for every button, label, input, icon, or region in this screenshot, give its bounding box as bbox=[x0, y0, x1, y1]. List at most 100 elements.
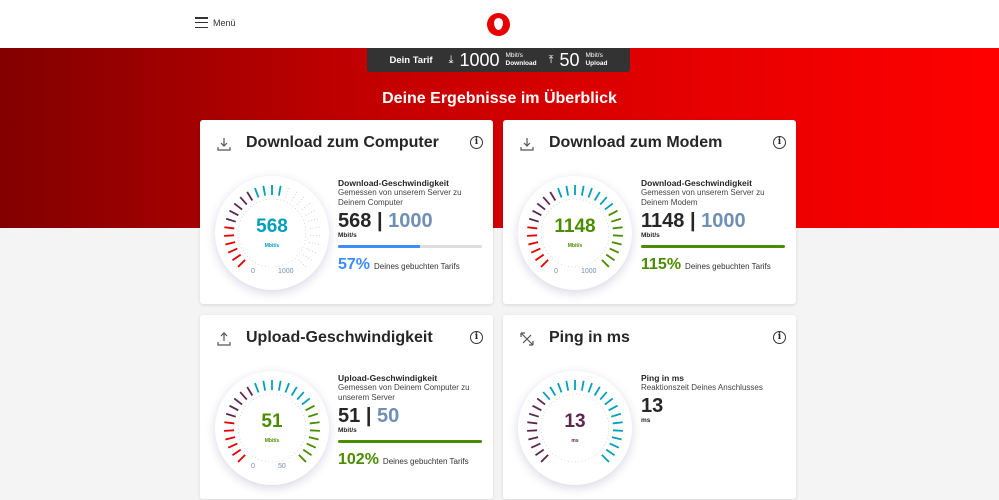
tarif-label: Dein Tarif bbox=[389, 54, 433, 66]
measured-value: 51 bbox=[338, 405, 361, 427]
gauge-tick bbox=[277, 380, 282, 391]
gauge-tick bbox=[290, 386, 298, 396]
gauge-tick bbox=[233, 202, 243, 211]
gauge-ticks bbox=[527, 380, 623, 463]
page-title: Deine Ergebnisse im Überblick bbox=[382, 90, 617, 107]
gauge-tick bbox=[549, 191, 557, 201]
separator: | bbox=[689, 210, 696, 232]
gauge-tick bbox=[225, 241, 236, 246]
upload-icon: ⤒ bbox=[548, 53, 554, 66]
gauge-tick bbox=[224, 226, 235, 230]
gauge-tick bbox=[611, 436, 622, 441]
info-icon[interactable]: i bbox=[773, 136, 786, 149]
ping-arrows-icon bbox=[520, 332, 534, 346]
info-icon[interactable]: i bbox=[470, 331, 483, 344]
card-upload: Upload-Geschwindigkeit i 51 Mbit/s 0 50 Up… bbox=[200, 315, 493, 499]
tarif-upload-value: 50 bbox=[559, 49, 580, 70]
info-icon[interactable]: i bbox=[470, 136, 483, 149]
percent-label: Deines gebuchten Tarifs bbox=[374, 262, 460, 271]
gauge-tick bbox=[292, 192, 297, 201]
gauge-tick bbox=[224, 421, 235, 425]
header: Menü bbox=[0, 0, 999, 48]
metric-description: Gemessen von unserem Server zu Deinem Mo… bbox=[641, 188, 765, 207]
booked-value: 50 bbox=[376, 405, 400, 427]
gauge-tick bbox=[229, 209, 239, 217]
card-title: Upload-Geschwindigkeit bbox=[246, 329, 433, 346]
gauge-tick bbox=[540, 454, 549, 463]
gauge-tick bbox=[611, 217, 622, 223]
gauge-tick bbox=[305, 404, 315, 412]
gauge-tick bbox=[532, 209, 542, 217]
gauge-tick bbox=[246, 386, 254, 396]
metric-heading: Upload-Geschwindigkeit bbox=[338, 373, 438, 383]
gauge-value: 51 bbox=[261, 411, 283, 432]
gauge-tick bbox=[605, 253, 616, 262]
gauge-tick bbox=[309, 429, 320, 432]
gauge-inner-dots bbox=[237, 198, 307, 268]
gauge-tick-empty bbox=[291, 191, 298, 201]
gauge-inner-dots bbox=[237, 393, 307, 463]
value-unit: Mbit/s bbox=[338, 427, 357, 434]
gauge-tick bbox=[601, 454, 610, 463]
gauge-tick bbox=[237, 259, 246, 268]
download-icon bbox=[217, 138, 231, 151]
tarif-download-value: 1000 bbox=[459, 49, 500, 70]
gauge-tick bbox=[303, 255, 311, 261]
gauge-tick bbox=[254, 187, 260, 198]
card-download-modem: Download zum Modem i 1148 Mbit/s 0 1000 Do… bbox=[503, 120, 796, 304]
gauge-tick bbox=[262, 380, 267, 391]
gauge-tick bbox=[224, 429, 235, 432]
gauge-tick bbox=[527, 421, 538, 425]
gauge-tick bbox=[262, 185, 267, 196]
booked-value: 1000 bbox=[388, 210, 433, 232]
gauge-tick bbox=[580, 380, 585, 391]
gauge-tick bbox=[224, 234, 235, 237]
gauge-tick bbox=[549, 386, 557, 396]
gauge-tick-empty bbox=[302, 254, 312, 261]
gauge-tick bbox=[532, 404, 542, 412]
metric-description: Reaktionszeit Deines Anschlusses bbox=[641, 383, 763, 392]
gauge-tick bbox=[229, 404, 239, 412]
gauge-tick bbox=[225, 436, 236, 441]
vodafone-logo[interactable] bbox=[487, 13, 510, 36]
gauge-tick bbox=[599, 391, 608, 401]
gauge-tick bbox=[528, 217, 539, 223]
gauge-tick bbox=[302, 203, 310, 209]
measured-value: 1148 bbox=[641, 210, 685, 232]
gauge-tick bbox=[587, 187, 593, 198]
gauge-tick bbox=[609, 247, 620, 254]
separator: | bbox=[376, 210, 383, 232]
gauge-min: 0 bbox=[554, 268, 558, 275]
measured-value: 568 bbox=[338, 210, 372, 232]
gauge-tick bbox=[565, 185, 570, 196]
gauge-tick bbox=[540, 259, 549, 268]
tarif-download-label: Download bbox=[505, 60, 537, 67]
tarif-bar: Dein Tarif ⤓ 1000 Mbit/s Download ⤒ 50 Mb… bbox=[367, 48, 630, 72]
gauge-tick bbox=[284, 382, 290, 393]
tarif-upload-label: Upload bbox=[585, 60, 608, 67]
gauge-tick bbox=[528, 436, 539, 441]
percent-label: Deines gebuchten Tarifs bbox=[382, 457, 469, 466]
gauge-tick bbox=[277, 185, 282, 196]
gauge-tick bbox=[536, 397, 546, 406]
gauge-value: 1148 bbox=[554, 216, 596, 237]
card-title: Download zum Computer bbox=[246, 134, 439, 151]
menu-label: Menü bbox=[213, 17, 236, 28]
gauge-tick-empty bbox=[305, 210, 315, 216]
download-icon bbox=[520, 138, 534, 151]
menu-button[interactable]: Menü bbox=[195, 17, 236, 28]
info-icon[interactable]: i bbox=[773, 331, 786, 344]
gauge-tick bbox=[308, 436, 319, 441]
card-title: Ping in ms bbox=[549, 329, 630, 346]
gauge-tick bbox=[527, 429, 538, 432]
value-unit: Mbit/s bbox=[641, 232, 660, 239]
gauge-ticks bbox=[224, 380, 320, 463]
gauge-tick bbox=[601, 259, 610, 268]
gauge-tick bbox=[611, 241, 622, 246]
gauge-tick-empty bbox=[301, 203, 311, 210]
upload-icon bbox=[217, 332, 231, 346]
gauge: 51 Mbit/s 0 50 bbox=[215, 371, 329, 485]
gauge-tick-empty bbox=[298, 259, 307, 268]
gauge-tick bbox=[308, 412, 319, 418]
gauge-tick bbox=[296, 391, 305, 401]
